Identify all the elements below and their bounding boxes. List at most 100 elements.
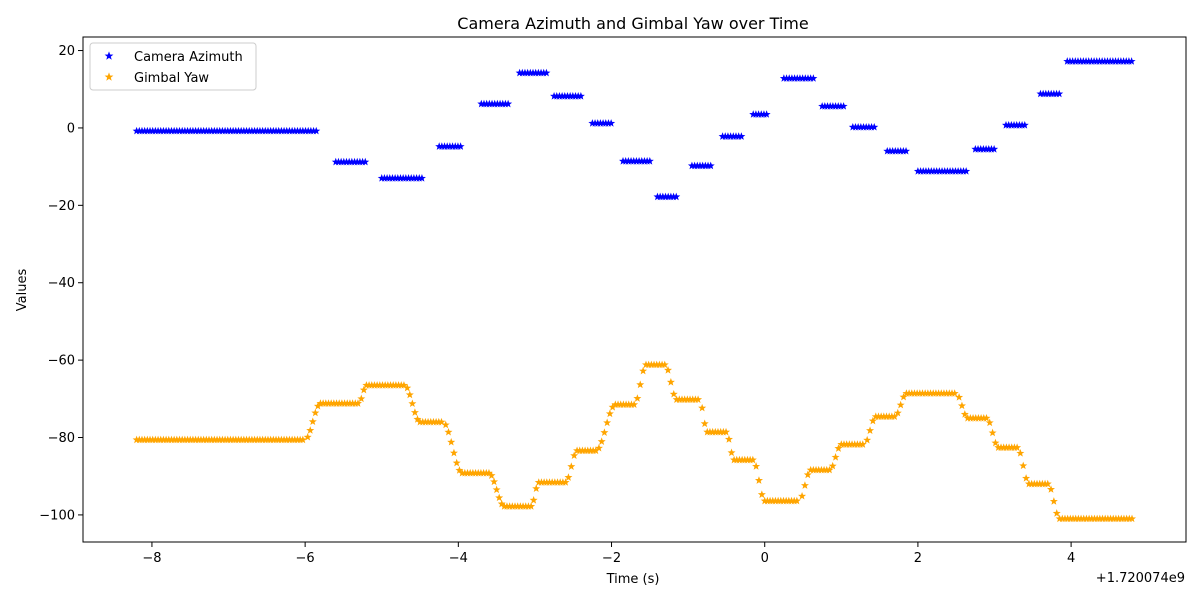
data-point: [754, 476, 763, 484]
data-point: [985, 418, 994, 427]
data-point: [858, 440, 867, 448]
data-point: [698, 403, 707, 412]
data-point: [748, 455, 757, 464]
y-tick-label: 20: [58, 44, 75, 59]
data-point: [803, 470, 812, 479]
data-point: [306, 426, 315, 434]
data-point: [564, 473, 573, 481]
data-point: [456, 142, 465, 150]
data-point: [893, 408, 902, 417]
data-point: [504, 99, 513, 108]
data-point: [413, 415, 422, 423]
data-point: [724, 435, 733, 443]
data-point: [495, 493, 504, 502]
data-point: [570, 451, 579, 460]
data-point: [303, 432, 312, 441]
data-point: [399, 381, 408, 389]
data-point: [408, 399, 417, 408]
data-point: [359, 385, 368, 394]
data-point: [800, 481, 809, 489]
data-point: [694, 395, 703, 403]
data-point: [839, 102, 848, 110]
data-point: [1043, 479, 1052, 488]
data-point: [600, 428, 609, 436]
data-point: [1055, 89, 1064, 98]
data-point: [490, 477, 499, 486]
data-point: [417, 174, 426, 182]
data-point: [639, 366, 648, 375]
data-point: [752, 462, 761, 470]
data-point: [868, 416, 877, 425]
data-point: [955, 393, 964, 401]
data-point: [666, 377, 675, 386]
data-point: [403, 383, 412, 392]
data-point: [441, 420, 450, 429]
data-point: [672, 192, 681, 201]
axes-frame: [82, 36, 1187, 543]
data-point: [792, 496, 801, 505]
data-point: [361, 157, 370, 166]
data-point: [542, 68, 551, 77]
data-point: [313, 401, 322, 410]
data-point: [608, 402, 617, 411]
data-point: [1022, 474, 1031, 482]
legend-marker: [104, 51, 114, 60]
data-point: [1020, 121, 1029, 129]
x-tick-label: 0: [761, 551, 769, 566]
plot-area: [132, 57, 1136, 523]
data-point: [863, 435, 872, 444]
data-point: [452, 458, 461, 467]
data-point: [957, 401, 966, 410]
legend-label: Gimbal Yaw: [134, 71, 209, 86]
data-point: [902, 146, 911, 155]
data-point: [722, 427, 731, 436]
data-point: [834, 444, 843, 452]
data-point: [727, 448, 736, 457]
data-point: [962, 167, 971, 175]
data-point: [444, 427, 453, 436]
data-point: [484, 468, 493, 477]
x-tick-label: 4: [1067, 551, 1075, 566]
data-point: [591, 446, 600, 455]
data-point: [990, 145, 999, 153]
data-point: [449, 448, 458, 457]
data-point: [630, 400, 639, 409]
data-point: [982, 413, 991, 422]
data-point: [831, 453, 840, 461]
legend-box: [89, 42, 257, 91]
data-point: [645, 157, 654, 165]
y-tick-label: −100: [39, 508, 75, 523]
data-point: [561, 478, 570, 486]
legend-marker: [104, 72, 114, 81]
data-point: [492, 485, 501, 494]
x-tick-label: −2: [602, 551, 621, 566]
y-tick-label: −20: [48, 199, 75, 214]
data-point: [308, 417, 317, 426]
data-point: [527, 502, 536, 510]
data-point: [594, 443, 603, 452]
data-point: [762, 110, 771, 118]
y-axis-label: Values: [15, 269, 30, 312]
y-tick-label: −60: [48, 354, 75, 369]
data-point: [890, 412, 899, 421]
data-point: [706, 161, 715, 170]
data-point: [567, 462, 576, 470]
data-point: [828, 461, 837, 470]
data-point: [597, 437, 606, 445]
data-point: [664, 366, 673, 374]
data-point: [960, 410, 969, 418]
data-point: [1049, 497, 1058, 505]
data-point: [636, 380, 645, 389]
data-point: [1047, 485, 1055, 493]
y-tick-label: −80: [48, 431, 75, 446]
data-point: [497, 499, 506, 508]
data-point: [605, 409, 614, 418]
data-point: [532, 484, 541, 493]
x-offset-label: +1.720074e9: [1096, 571, 1185, 586]
x-tick-label: −4: [449, 551, 468, 566]
data-point: [487, 471, 496, 479]
data-point: [607, 119, 616, 127]
series-gimbal-yaw: [132, 360, 1136, 523]
data-point: [455, 466, 464, 474]
